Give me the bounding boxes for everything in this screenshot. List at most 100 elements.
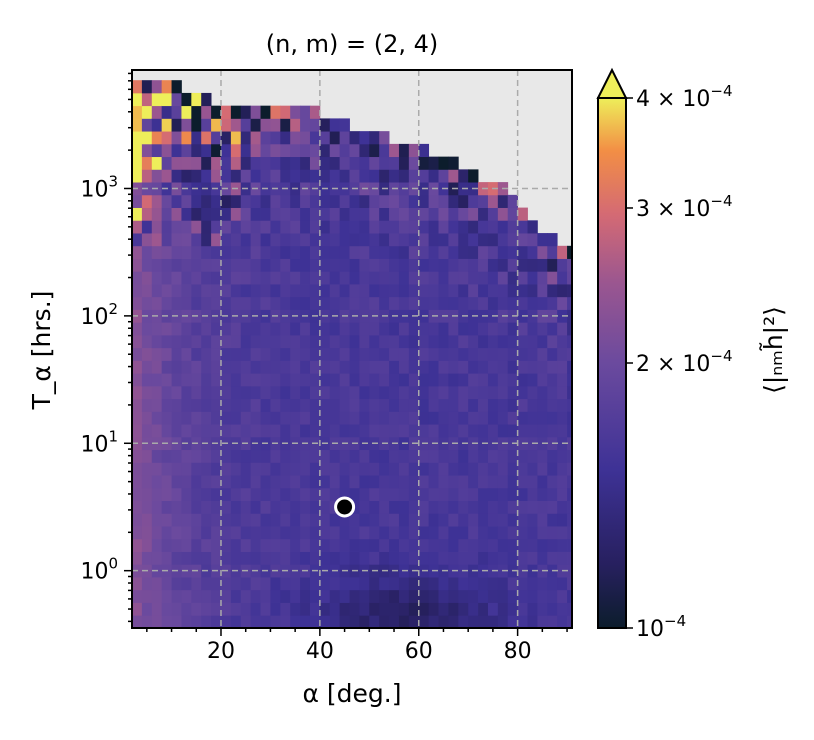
heatmap-cell: [547, 233, 558, 247]
heatmap-cell: [339, 296, 350, 310]
heatmap-cell: [487, 233, 499, 247]
heatmap-cell: [309, 233, 321, 247]
heatmap-cell: [201, 156, 212, 170]
heatmap-cell: [507, 360, 519, 374]
heatmap-cell: [379, 538, 390, 552]
heatmap-cell: [220, 462, 232, 476]
heatmap-cell: [191, 334, 202, 349]
heatmap-cell: [270, 373, 281, 387]
heatmap-cell: [191, 105, 202, 119]
heatmap-cell: [537, 373, 548, 387]
heatmap-cell: [309, 373, 321, 387]
heatmap-cell: [567, 551, 572, 565]
heatmap-cell: [339, 475, 350, 489]
heatmap-cell: [428, 156, 439, 170]
heatmap-cell: [181, 220, 192, 234]
heatmap-cell: [290, 487, 301, 501]
heatmap-cell: [567, 245, 572, 259]
heatmap-cell: [369, 538, 380, 552]
heatmap-cell: [359, 131, 370, 145]
heatmap-cell: [359, 475, 370, 489]
heatmap-cell: [290, 156, 301, 170]
heatmap-cell: [408, 322, 420, 336]
heatmap-cell: [537, 500, 548, 514]
heatmap-cell: [418, 207, 430, 221]
heatmap-cell: [379, 577, 390, 591]
heatmap-cell: [191, 92, 202, 107]
heatmap-cell: [448, 156, 459, 170]
heatmap-cell: [547, 322, 558, 336]
heatmap-cell: [507, 475, 519, 489]
heatmap-cell: [260, 385, 271, 400]
heatmap-cell: [398, 258, 410, 272]
heatmap-cell: [250, 551, 261, 565]
heatmap-cell: [527, 513, 538, 527]
heatmap-cell: [408, 258, 420, 272]
heatmap-cell: [141, 475, 153, 489]
heatmap-cell: [497, 577, 509, 591]
heatmap-cell: [448, 449, 459, 463]
heatmap-cell: [161, 347, 172, 361]
heatmap-cell: [389, 245, 400, 259]
heatmap-cell: [319, 169, 331, 183]
heatmap-cell: [171, 462, 182, 476]
heatmap-cell: [141, 538, 153, 552]
heatmap-cell: [379, 449, 390, 463]
heatmap-cell: [468, 602, 479, 616]
heatmap-cell: [369, 449, 380, 463]
heatmap-cell: [448, 385, 459, 400]
heatmap-cell: [369, 233, 380, 247]
heatmap-cell: [211, 118, 222, 132]
heatmap-cell: [211, 143, 222, 158]
heatmap-cell: [151, 500, 163, 514]
heatmap-cell: [398, 322, 410, 336]
heatmap-cell: [300, 220, 311, 234]
heatmap-cell: [260, 500, 271, 514]
heatmap-cell: [379, 513, 390, 527]
heatmap-cell: [339, 360, 350, 374]
heatmap-cell: [220, 334, 232, 349]
heatmap-cell: [418, 373, 430, 387]
heatmap-cell: [369, 284, 380, 298]
heatmap-cell: [398, 449, 410, 463]
heatmap-cell: [230, 347, 242, 361]
heatmap-cell: [487, 194, 499, 208]
heatmap-cell: [398, 602, 410, 616]
heatmap-cell: [132, 284, 143, 298]
heatmap-cell: [141, 487, 153, 501]
heatmap-cell: [487, 373, 499, 387]
heatmap-cell: [329, 577, 341, 591]
heatmap-cell: [181, 347, 192, 361]
heatmap-cell: [557, 551, 568, 565]
heatmap-cell: [478, 449, 489, 463]
heatmap-cell: [309, 385, 321, 400]
heatmap-cell: [557, 322, 568, 336]
heatmap-cell: [339, 131, 350, 145]
heatmap-cell: [418, 296, 430, 310]
heatmap-cell: [240, 143, 252, 158]
heatmap-cell: [349, 334, 360, 349]
heatmap-cell: [507, 615, 519, 628]
heatmap-cell: [517, 245, 528, 259]
heatmap-cell: [230, 296, 242, 310]
heatmap-cell: [527, 322, 538, 336]
heatmap-cell: [300, 258, 311, 272]
heatmap-cell: [458, 245, 469, 259]
heatmap-cell: [230, 360, 242, 374]
heatmap-cell: [458, 334, 469, 349]
heatmap-cell: [517, 602, 528, 616]
heatmap-cell: [547, 334, 558, 349]
heatmap-cell: [240, 424, 252, 438]
heatmap-cell: [428, 245, 439, 259]
heatmap-cell: [349, 322, 360, 336]
heatmap-cell: [151, 487, 163, 501]
heatmap-cell: [557, 538, 568, 552]
heatmap-cell: [300, 169, 311, 183]
heatmap-cell: [240, 207, 252, 221]
heatmap-cell: [191, 131, 202, 145]
heatmap-cell: [527, 245, 538, 259]
heatmap-cell: [151, 143, 163, 158]
heatmap-cell: [230, 475, 242, 489]
heatmap-cell: [497, 322, 509, 336]
